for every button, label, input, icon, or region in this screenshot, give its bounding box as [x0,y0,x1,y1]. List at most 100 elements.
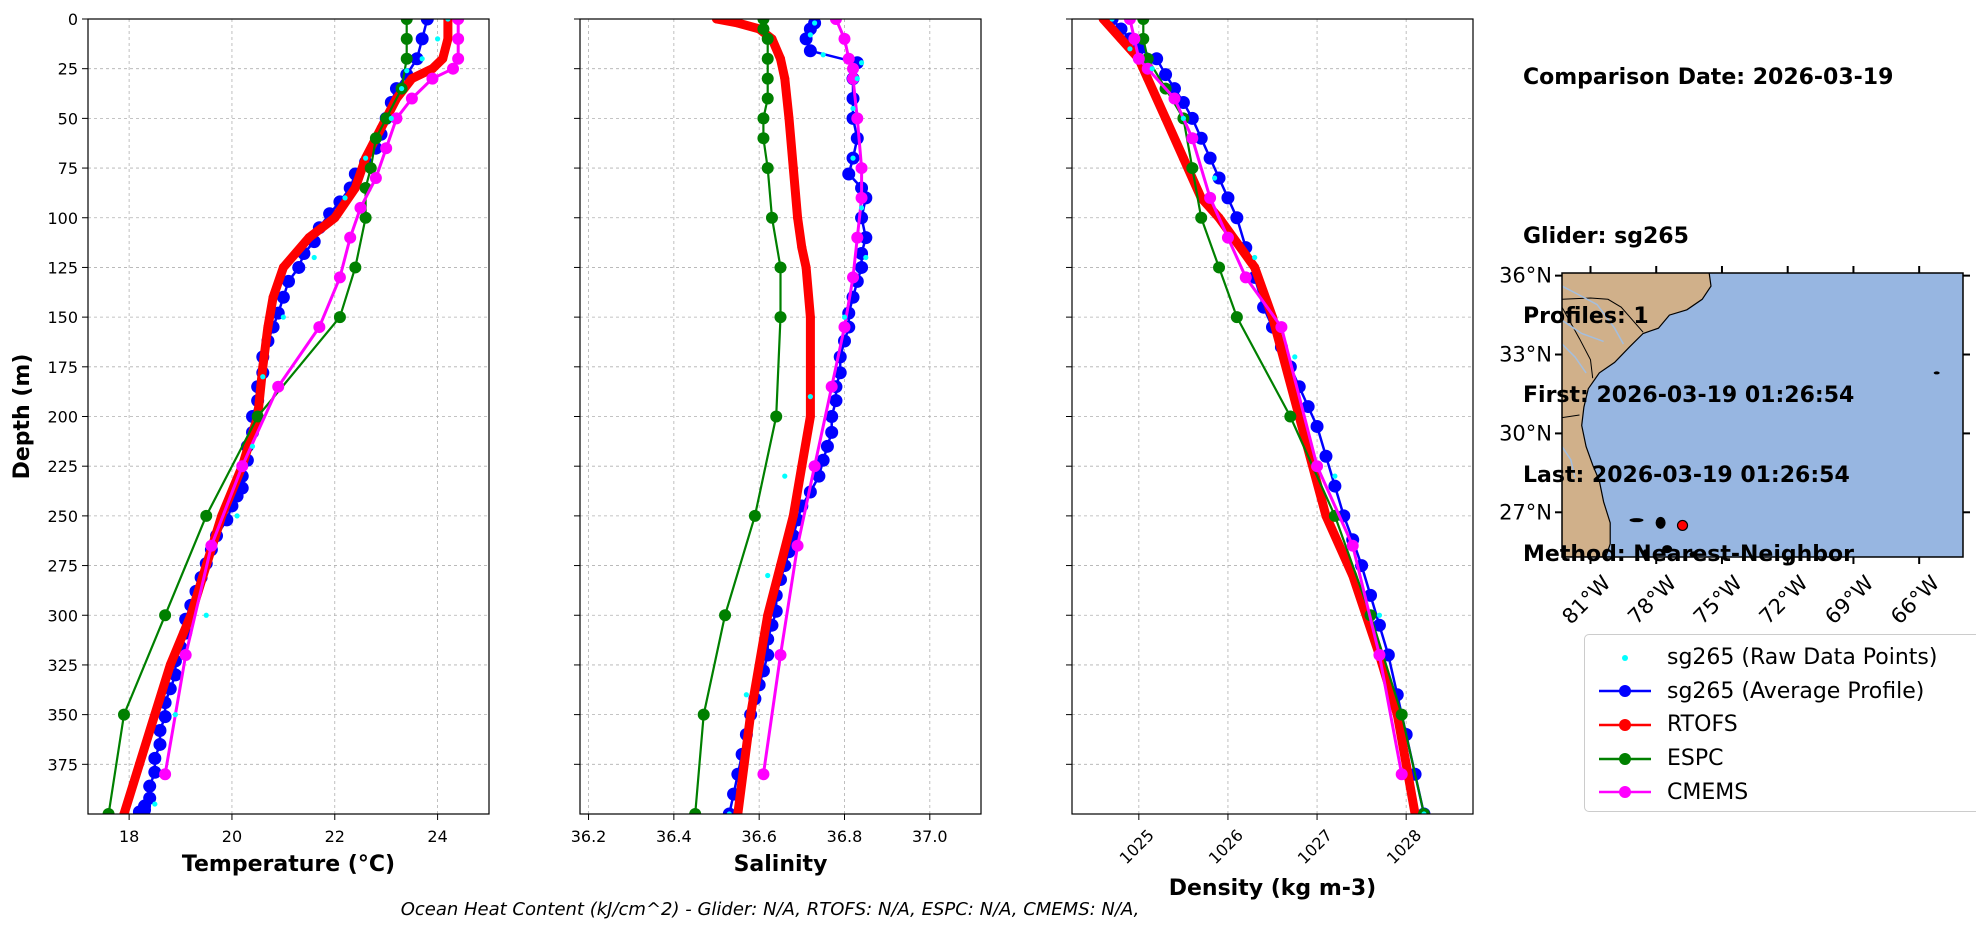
island-shape [1933,371,1940,375]
point-rtofs [733,809,743,814]
point-rtofs [1161,113,1171,123]
point-espc [102,808,115,814]
point-raw [434,36,441,42]
legend-swatch-glider [1597,681,1653,701]
point-rtofs [784,113,794,123]
point-cmems [1132,52,1145,65]
legend-entry-rtofs: RTOFS [1597,708,1976,742]
point-cmems [1168,92,1181,105]
legend-entry-espc: ESPC [1597,742,1976,776]
point-raw [726,811,732,814]
point-glider [1230,211,1244,225]
series-group [102,19,465,814]
point-rtofs [1321,511,1331,521]
point-raw [812,20,818,26]
point-rtofs [268,292,278,302]
point-raw [1109,19,1115,22]
point-espc [757,112,770,125]
point-cmems [1346,539,1359,552]
point-raw [850,105,856,112]
point-rtofs [763,610,773,620]
point-rtofs [278,262,288,272]
legend-swatch-svg [1599,685,1651,698]
point-espc [761,32,774,45]
point-espc [770,410,783,423]
first-time: First: 2026-03-19 01:26:54 [1523,383,1855,408]
point-raw [782,473,788,479]
point-glider [148,765,162,779]
ytick-label: 75 [58,159,78,178]
xtick-label: 1025 [1116,826,1158,868]
ytick-label: 375 [47,755,78,774]
point-cmems [855,191,868,204]
point-cmems [1395,768,1408,781]
point-glider [1167,82,1181,96]
point-glider [410,52,424,66]
point-espc [333,311,346,324]
series-espc [689,19,787,814]
point-rtofs [805,412,815,421]
point-glider [148,751,162,765]
island-shape [1642,549,1649,557]
point-rtofs [712,19,722,24]
point-rtofs [776,561,785,571]
point-raw [260,374,266,380]
point-cmems [272,380,285,393]
point-cmems [159,768,172,781]
point-cmems [1128,32,1141,45]
point-cmems [1373,649,1386,661]
point-raw [388,115,394,121]
point-cmems [236,460,249,473]
grid-lines [88,18,489,814]
series-line-glider [728,21,868,814]
island-shape [1655,516,1666,529]
ytick-label: 50 [58,109,78,128]
point-espc [761,72,774,85]
point-glider [1372,618,1386,632]
ytick-label: 200 [47,408,78,427]
point-espc [1395,708,1408,721]
point-espc [251,410,264,423]
legend-entry-glider: sg265 (Average Profile) [1597,675,1976,709]
point-espc [719,609,732,622]
point-espc [765,211,778,224]
point-glider [1203,151,1217,165]
point-raw [863,254,869,261]
xtick-label: 36.6 [741,827,777,846]
point-espc [757,132,770,145]
point-rtofs [263,322,273,332]
point-rtofs [1116,34,1126,44]
point-cmems [380,142,393,155]
legend-marker-cmems [1619,786,1631,799]
point-espc [761,92,774,105]
point-espc [757,19,770,25]
point-cmems [390,112,403,125]
map-lat-label: 36°N [1499,264,1552,288]
series-raw [152,19,451,807]
info-spacer [1523,145,1893,172]
legend: sg265 (Raw Data Points) sg265 (Average P… [1584,634,1976,812]
point-espc [774,311,787,324]
point-cmems [1141,62,1154,75]
point-glider [833,366,847,380]
point-glider [825,410,839,423]
x-axis-label: Salinity [734,852,828,877]
point-raw [1292,354,1298,360]
series-rtofs [712,19,815,814]
point-espc [400,52,413,65]
point-rtofs [797,461,807,471]
point-rtofs [733,19,743,28]
point-rtofs [350,183,360,193]
point-cmems [1221,231,1234,244]
point-cmems [1186,132,1199,145]
point-raw [854,76,860,82]
point-espc [364,162,377,175]
point-raw [419,56,425,62]
map-lat-label: 33°N [1499,343,1552,367]
point-cmems [851,231,864,244]
point-espc [117,708,130,721]
point-cmems [847,72,860,85]
point-raw [850,155,856,161]
point-raw [445,19,451,22]
series-glider [1105,19,1431,814]
